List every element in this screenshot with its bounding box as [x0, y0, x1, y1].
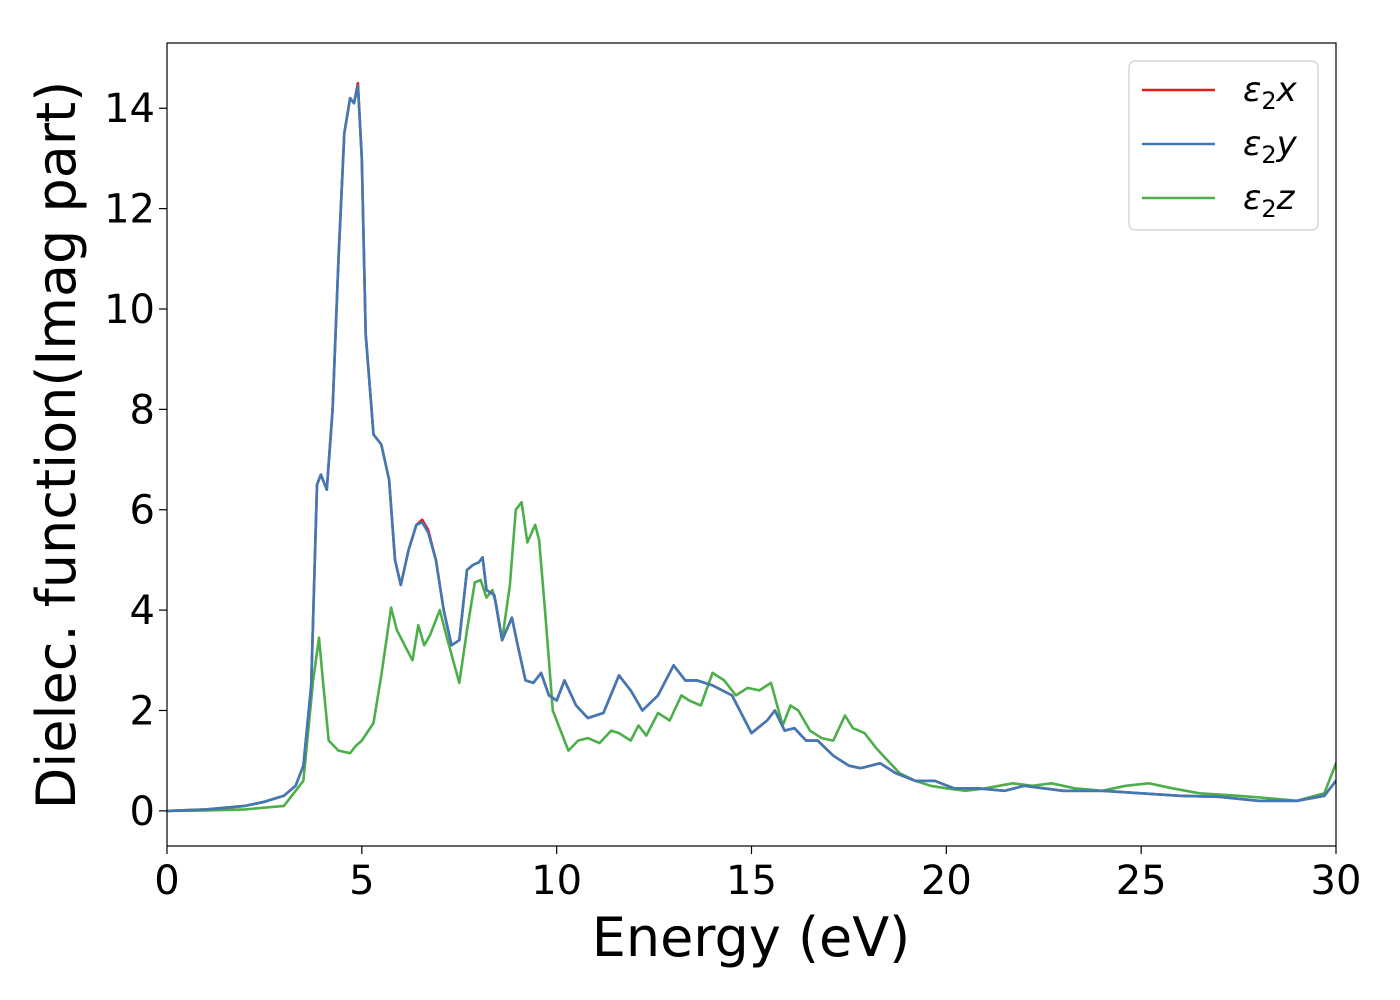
- y-tick-label: 2: [130, 688, 155, 734]
- y-tick-label: 0: [130, 789, 155, 835]
- series-layer: [167, 81, 1336, 813]
- y-tick-label: 12: [104, 187, 155, 233]
- y-tick-label: 6: [130, 488, 155, 534]
- x-tick-label: 20: [921, 858, 972, 904]
- x-tick-label: 15: [726, 858, 777, 904]
- x-tick-label: 30: [1311, 858, 1362, 904]
- y-tick-label: 8: [130, 387, 155, 433]
- y-tick-label: 4: [130, 588, 155, 634]
- legend-label: ε2x: [1243, 70, 1298, 115]
- legend-label: ε2z: [1243, 178, 1296, 223]
- legend-item-y: ε2y: [1142, 124, 1298, 169]
- legend-item-x: ε2x: [1142, 70, 1298, 115]
- x-axis-label: Energy (eV): [592, 906, 911, 969]
- legend-box: [1128, 60, 1319, 231]
- x-tick-label: 5: [349, 858, 374, 904]
- y-axis-label: Dielec. function(Imag part): [25, 81, 88, 810]
- x-tick-label: 0: [154, 858, 179, 904]
- series-line-z: [167, 500, 1336, 813]
- legend-item-z: ε2z: [1142, 178, 1296, 223]
- legend-label: ε2y: [1243, 124, 1298, 169]
- series-line-y: [167, 84, 1336, 813]
- y-axis-ticks: 0 2 4 6 8 10 12 14: [104, 86, 167, 835]
- y-tick-label: 10: [104, 287, 155, 333]
- y-tick-label: 14: [104, 86, 155, 132]
- x-tick-label: 10: [531, 858, 582, 904]
- x-tick-label: 25: [1116, 858, 1167, 904]
- x-axis-ticks: 0 5 10 15 20 25 30: [154, 846, 1361, 904]
- legend: ε2x ε2y ε2z: [1128, 60, 1319, 231]
